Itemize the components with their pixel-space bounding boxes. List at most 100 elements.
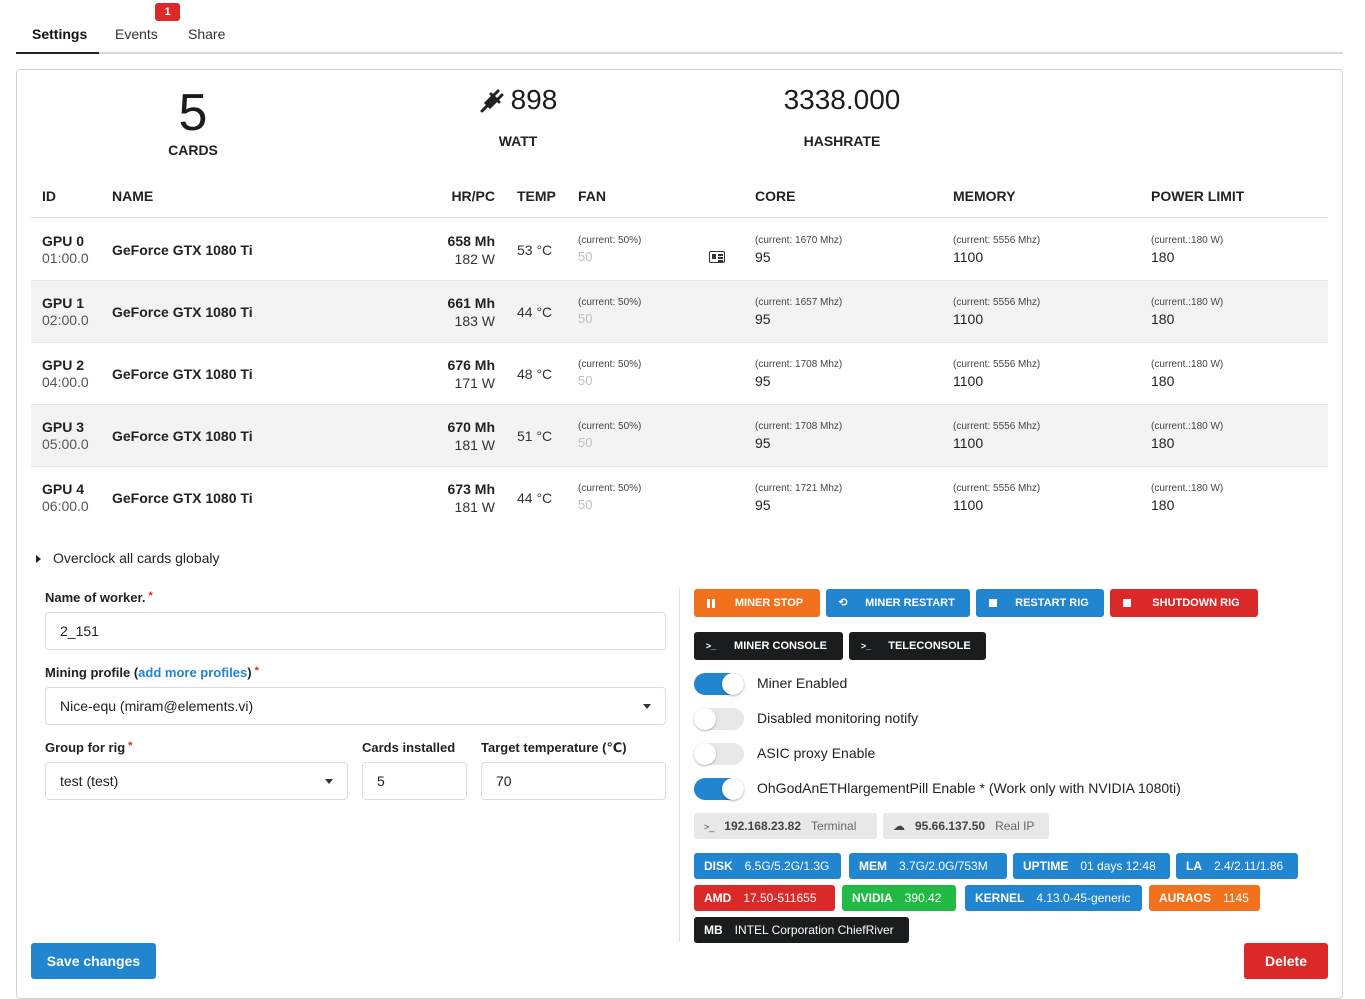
hashrate-label: HASHRATE (803, 133, 881, 149)
memory-input[interactable]: 1100 (953, 497, 984, 513)
mining-profile-select[interactable]: Nice-equ (miram@elements.vi) (45, 687, 666, 725)
fan-current: (current: 50%) (578, 297, 642, 308)
watt-label: WATT (498, 133, 538, 149)
tab-settings[interactable]: Settings (32, 26, 88, 42)
core-input[interactable]: 95 (755, 311, 771, 327)
restart-rig-button[interactable]: RESTART RIG (976, 589, 1104, 617)
restart-icon: ⟲ (838, 597, 848, 609)
fan-input[interactable]: 50 (578, 249, 593, 264)
memory-input[interactable]: 1100 (953, 373, 984, 389)
disk-tag: DISK 6.5G/5.2G/1.3G (694, 853, 841, 879)
amd-tag: AMD 17.50-511655 (694, 885, 835, 911)
add-profiles-link[interactable]: add more profiles (138, 665, 248, 680)
asic-proxy-label: ASIC proxy Enable (757, 745, 876, 761)
gpu-name: GeForce GTX 1080 Ti (112, 490, 253, 506)
monitoring-notify-toggle[interactable] (694, 708, 744, 730)
asic-proxy-toggle[interactable] (694, 743, 744, 765)
gpu-hashrate: 676 Mh (447, 357, 495, 373)
required-mark: * (148, 590, 153, 602)
core-current: (current: 1721 Mhz) (755, 483, 843, 494)
watt-stat: 898 WATT (458, 83, 578, 149)
dropdown-caret-icon (325, 779, 333, 784)
worker-name-label: Name of worker. * (45, 590, 153, 605)
power-limit-current: (current.:180 W) (1151, 235, 1224, 246)
power-limit-input[interactable]: 180 (1151, 435, 1175, 451)
core-input[interactable]: 95 (755, 249, 771, 265)
gpu-power: 183 W (454, 313, 495, 329)
mb-tag: MB INTEL Corporation ChiefRiver (694, 917, 909, 943)
table-row: GPU 0 01:00.0 GeForce GTX 1080 Ti 658 Mh 1… (31, 219, 1328, 281)
group-select[interactable]: test (test) (45, 762, 348, 800)
table-row: GPU 2 04:00.0 GeForce GTX 1080 Ti 676 Mh 1… (31, 343, 1328, 405)
fan-input[interactable]: 50 (578, 311, 593, 326)
shutdown-rig-button[interactable]: SHUTDOWN RIG (1110, 589, 1258, 617)
terminal-icon: >_ (860, 641, 872, 651)
id-card-icon[interactable] (709, 251, 725, 263)
gpu-temp: 48 °C (517, 366, 553, 382)
gpu-name: GeForce GTX 1080 Ti (112, 304, 253, 320)
gpu-temp: 51 °C (517, 428, 553, 444)
pause-icon (704, 589, 718, 617)
auraos-tag: AURAOS 1145 (1149, 885, 1260, 911)
required-mark: * (254, 665, 259, 677)
power-limit-input[interactable]: 180 (1151, 497, 1175, 513)
cards-installed-input[interactable]: 5 (362, 762, 467, 800)
gpu-power: 182 W (454, 251, 495, 267)
group-label: Group for rig * (45, 740, 133, 755)
gpu-power: 171 W (454, 375, 495, 391)
miner-restart-button[interactable]: ⟲ MINER RESTART (826, 589, 970, 617)
stop-icon (986, 589, 1000, 617)
core-current: (current: 1670 Mhz) (755, 235, 843, 246)
fan-input[interactable]: 50 (578, 373, 593, 388)
memory-input[interactable]: 1100 (953, 435, 984, 451)
gpu-name: GeForce GTX 1080 Ti (112, 428, 253, 444)
tab-share[interactable]: Share (188, 26, 226, 42)
miner-enabled-toggle[interactable] (694, 673, 744, 695)
table-row: GPU 1 02:00.0 GeForce GTX 1080 Ti 661 Mh 1… (31, 281, 1328, 343)
plug-icon (480, 89, 504, 113)
miner-stop-button[interactable]: MINER STOP (694, 589, 820, 617)
memory-input[interactable]: 1100 (953, 249, 984, 265)
save-changes-button[interactable]: Save changes (31, 943, 156, 979)
col-core: CORE (755, 188, 796, 204)
worker-name-input[interactable]: 2_151 (45, 612, 666, 650)
table-row: GPU 4 06:00.0 GeForce GTX 1080 Ti 673 Mh 1… (31, 467, 1328, 529)
overclock-accordion[interactable]: Overclock all cards globaly (36, 550, 220, 566)
gpu-id: GPU 2 (42, 357, 85, 373)
target-temp-input[interactable]: 70 (481, 762, 666, 800)
memory-current: (current: 5556 Mhz) (953, 235, 1041, 246)
gpu-hashrate: 670 Mh (447, 419, 495, 435)
la-tag: LA 2.4/2.11/1.86 (1176, 853, 1298, 879)
fan-input[interactable]: 50 (578, 497, 593, 512)
miner-console-button[interactable]: >_ MINER CONSOLE (694, 632, 843, 660)
fan-input[interactable]: 50 (578, 435, 593, 450)
core-input[interactable]: 95 (755, 435, 771, 451)
tab-events[interactable]: Events (115, 26, 158, 42)
local-ip-label[interactable]: >_ 192.168.23.82 Terminal (694, 813, 877, 839)
miner-enabled-label: Miner Enabled (757, 675, 848, 691)
real-ip-label: ☁ 95.66.137.50 Real IP (883, 813, 1049, 839)
col-power-limit: POWER LIMIT (1151, 188, 1245, 204)
gpu-id: GPU 3 (42, 419, 85, 435)
fan-current: (current: 50%) (578, 235, 642, 246)
gpu-bus: 02:00.0 (42, 312, 89, 328)
memory-input[interactable]: 1100 (953, 311, 984, 327)
ethlargement-toggle[interactable] (694, 778, 744, 800)
teleconsole-button[interactable]: >_ TELECONSOLE (849, 632, 986, 660)
ethlargement-label: OhGodAnETHlargementPill Enable * (Work o… (757, 780, 1181, 796)
core-input[interactable]: 95 (755, 497, 771, 513)
cards-count: 5 (178, 84, 208, 142)
power-limit-input[interactable]: 180 (1151, 311, 1175, 327)
delete-button[interactable]: Delete (1244, 943, 1328, 979)
gpu-temp: 44 °C (517, 490, 553, 506)
gpu-power: 181 W (454, 437, 495, 453)
stop-icon (1120, 589, 1134, 617)
power-limit-input[interactable]: 180 (1151, 249, 1175, 265)
gpu-id: GPU 0 (42, 233, 85, 249)
uptime-tag: UPTIME 01 days 12:48 (1013, 853, 1170, 879)
dropdown-caret-icon (643, 704, 651, 709)
overclock-label: Overclock all cards globaly (53, 550, 220, 566)
power-limit-input[interactable]: 180 (1151, 373, 1175, 389)
col-hr: HR/PC (451, 188, 495, 204)
core-input[interactable]: 95 (755, 373, 771, 389)
